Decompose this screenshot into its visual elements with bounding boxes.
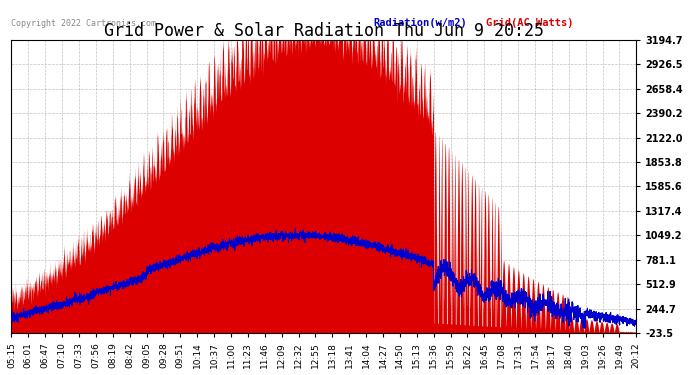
Title: Grid Power & Solar Radiation Thu Jun 9 20:25: Grid Power & Solar Radiation Thu Jun 9 2…: [104, 22, 544, 40]
Text: Grid(AC Watts): Grid(AC Watts): [486, 18, 574, 28]
Text: Copyright 2022 Cartronics.com: Copyright 2022 Cartronics.com: [12, 19, 157, 28]
Text: Radiation(w/m2): Radiation(w/m2): [374, 18, 468, 28]
